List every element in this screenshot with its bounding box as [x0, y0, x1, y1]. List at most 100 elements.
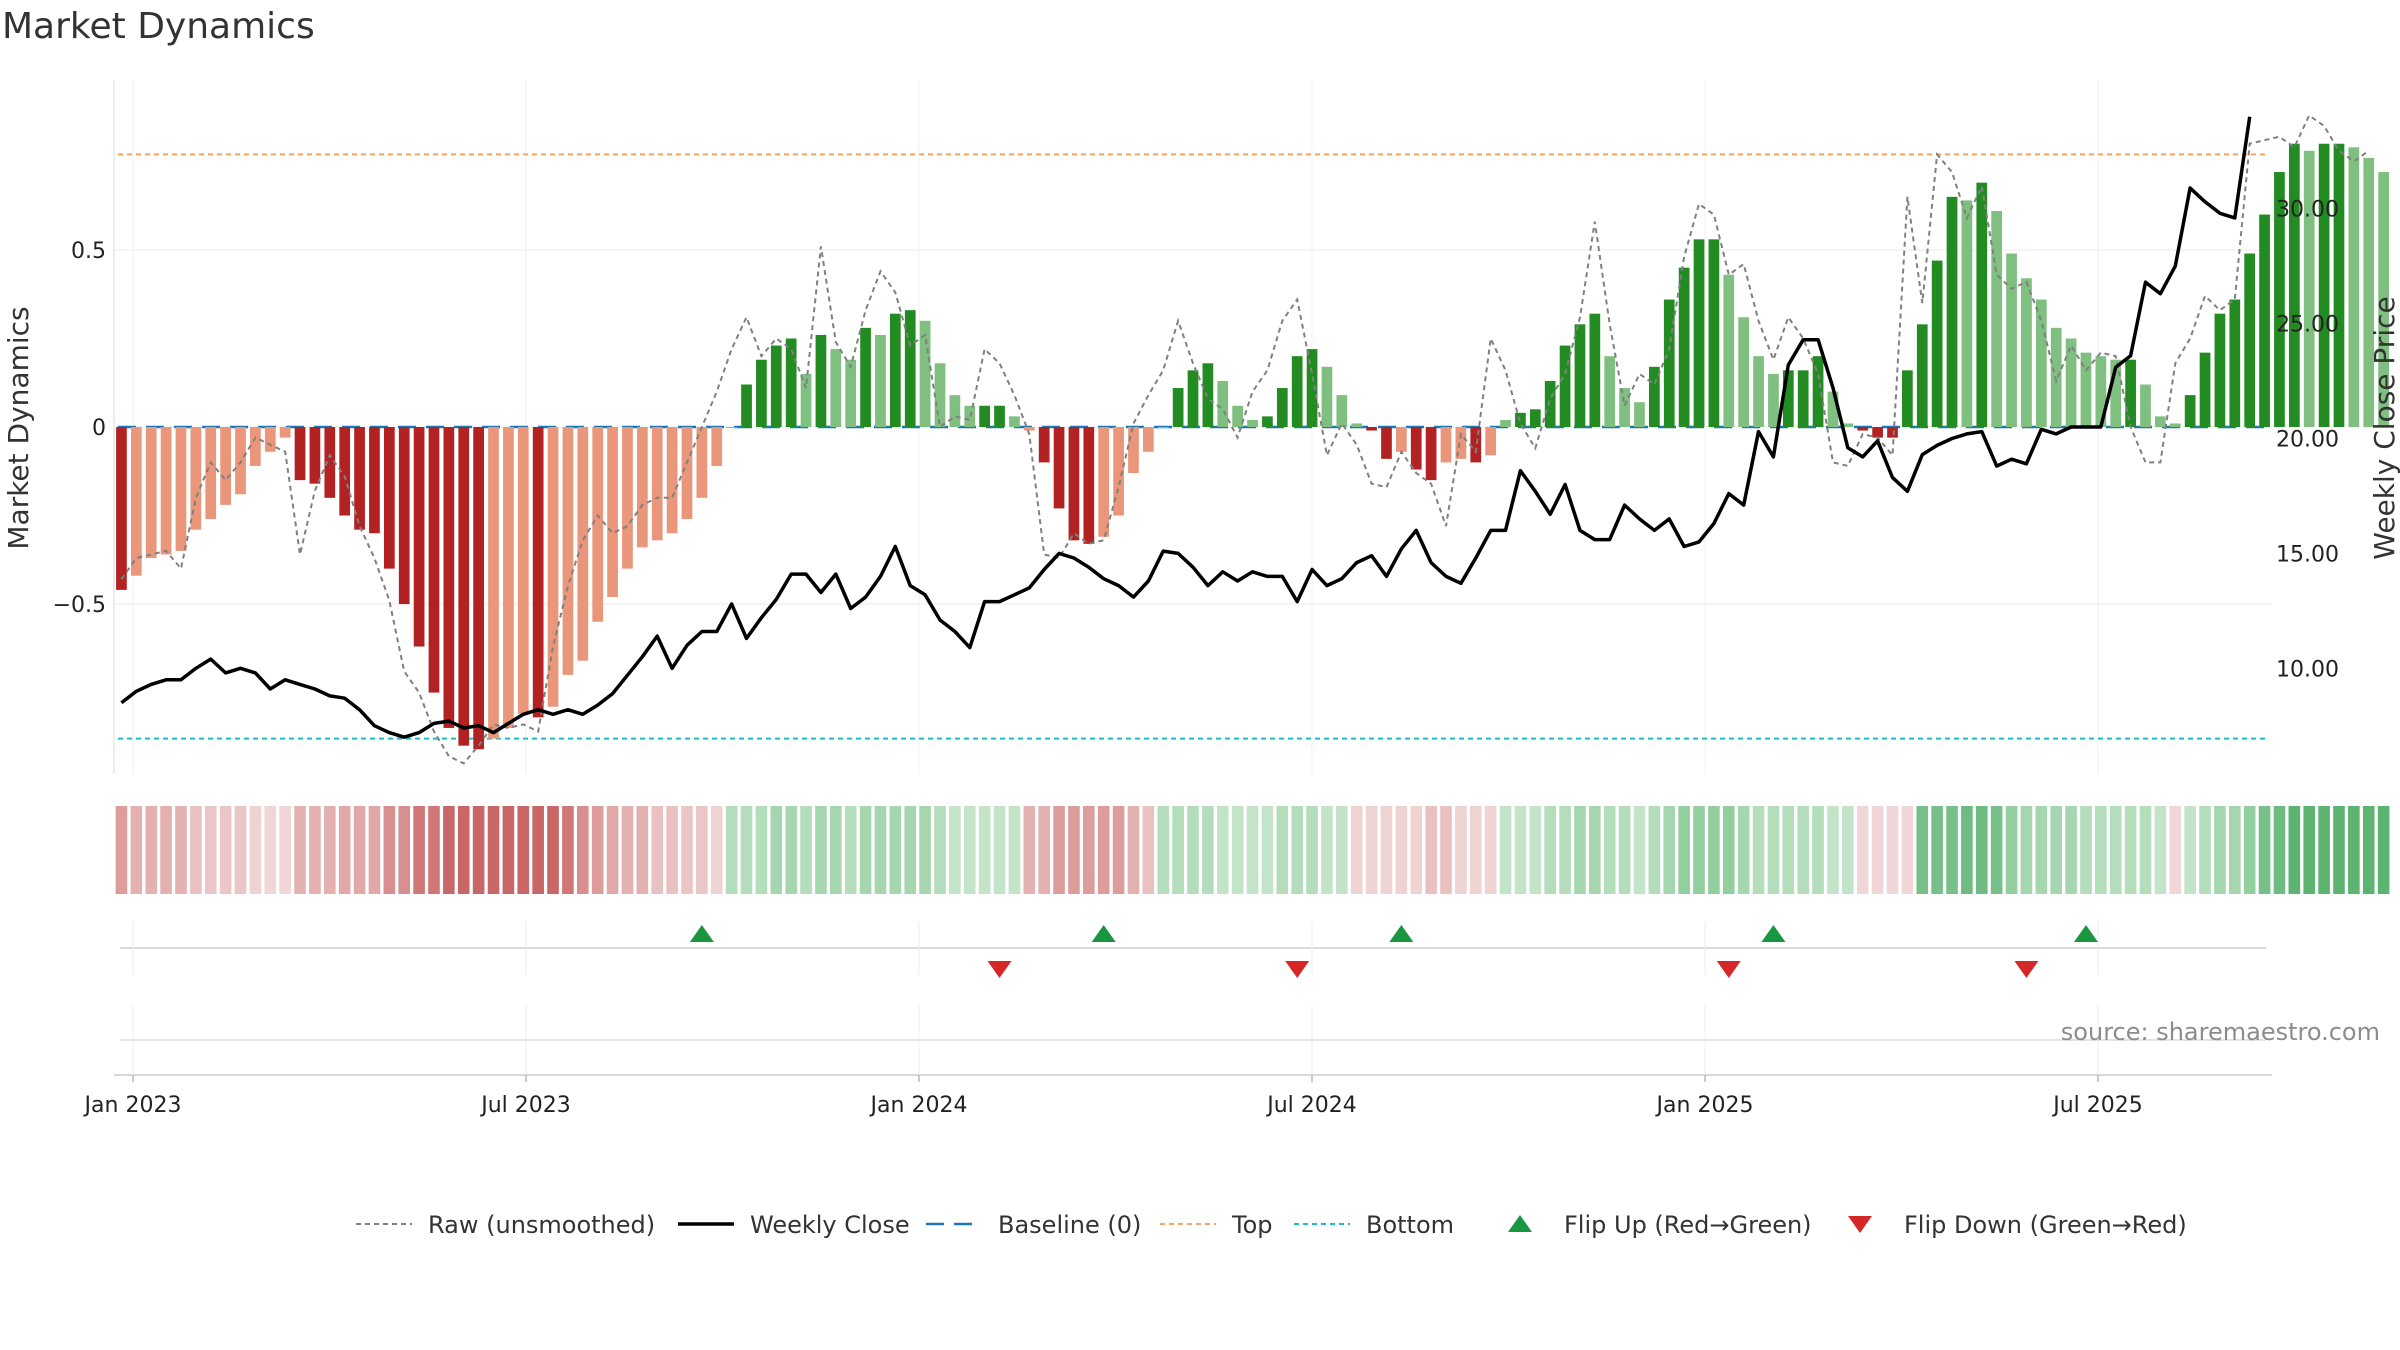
- bar: [1649, 366, 1660, 427]
- strip-cell: [844, 806, 857, 894]
- strip-cell: [2109, 806, 2122, 894]
- bar: [696, 427, 708, 498]
- strip-cell: [696, 806, 708, 894]
- bar: [1678, 267, 1690, 427]
- bar: [160, 427, 172, 555]
- legend: Raw (unsmoothed) Weekly Close Baseline (0)…: [356, 1211, 2187, 1239]
- strip-cell: [1708, 806, 1720, 894]
- bar: [577, 427, 589, 661]
- bar: [1619, 388, 1630, 427]
- bar: [398, 427, 410, 605]
- strip-cell: [2184, 806, 2196, 894]
- strip-cell: [2154, 806, 2167, 894]
- strip-cell: [1916, 806, 1929, 894]
- strip-cell: [562, 806, 574, 894]
- flip-down-marker: [987, 961, 1012, 978]
- bar: [1440, 427, 1452, 463]
- strip-cell: [1767, 806, 1780, 894]
- strip-cell: [621, 806, 634, 894]
- strip-cell: [2214, 806, 2226, 894]
- strip-cell: [1112, 806, 1125, 894]
- bar: [711, 427, 723, 466]
- bar: [1738, 317, 1750, 427]
- strip-cell: [413, 806, 425, 894]
- strip-cell: [1737, 806, 1750, 894]
- bar: [2065, 338, 2077, 427]
- bar: [1797, 370, 1809, 427]
- legend-label: Top: [1231, 1211, 1273, 1239]
- bar: [800, 373, 812, 427]
- strip-cell: [591, 806, 604, 894]
- bar: [919, 320, 931, 427]
- flip-up-marker: [1389, 925, 1414, 942]
- bar: [1842, 423, 1854, 427]
- bar: [1753, 356, 1764, 427]
- bar: [1529, 409, 1541, 427]
- x-tick-label: Jan 2025: [1655, 1093, 1754, 1118]
- bar: [1902, 370, 1913, 427]
- bar: [1321, 366, 1333, 427]
- strip-cell: [457, 806, 470, 894]
- bar: [1247, 419, 1258, 427]
- strip-cell: [2288, 806, 2301, 894]
- strip-cell: [175, 806, 187, 894]
- bar: [488, 427, 499, 739]
- strip-cell: [1306, 806, 1318, 894]
- strip-cell: [309, 806, 321, 894]
- strip-cell: [1514, 806, 1527, 894]
- bar: [1366, 427, 1377, 431]
- strip-cell: [2065, 806, 2077, 894]
- strip-cell: [1990, 806, 2003, 894]
- strip-cell: [2362, 806, 2375, 894]
- bar: [2244, 253, 2256, 427]
- bar: [130, 427, 142, 576]
- bar: [309, 427, 321, 484]
- strip-cell: [1261, 806, 1274, 894]
- strip-cell: [2169, 806, 2182, 894]
- bar: [2110, 359, 2122, 427]
- strip-cell: [2005, 806, 2018, 894]
- legend-label: Flip Up (Red→Green): [1564, 1211, 1812, 1239]
- bar: [2214, 313, 2226, 427]
- strip-cell: [502, 806, 515, 894]
- strip-cell: [264, 806, 277, 894]
- y-axis-label-right: Weekly Close Price: [2368, 296, 2400, 559]
- strip-cell: [2228, 806, 2241, 894]
- strip-cell: [294, 806, 306, 894]
- x-tick-label: Jul 2024: [1265, 1093, 1357, 1118]
- strip-cell: [338, 806, 351, 894]
- bar: [726, 427, 737, 428]
- flip-up-marker: [1091, 925, 1116, 942]
- bar: [532, 427, 544, 718]
- bar: [145, 427, 157, 559]
- bar: [666, 427, 678, 534]
- bar: [1396, 427, 1407, 452]
- bar: [1663, 299, 1675, 427]
- strip-cell: [1410, 806, 1423, 894]
- bar: [175, 427, 187, 551]
- strip-cell: [1797, 806, 1809, 894]
- bar: [324, 427, 336, 498]
- strip-cell: [904, 806, 917, 894]
- bar: [1113, 427, 1124, 516]
- strip-cell: [889, 806, 902, 894]
- strip-cell: [1231, 806, 1244, 894]
- strip-cell: [1365, 806, 1378, 894]
- strip-cell: [1574, 806, 1586, 894]
- bar: [1381, 427, 1392, 459]
- bar: [889, 313, 901, 427]
- bar: [1708, 239, 1720, 427]
- strip-cell: [532, 806, 544, 894]
- bar: [562, 427, 574, 675]
- strip-cell: [1469, 806, 1482, 894]
- bar: [815, 334, 827, 427]
- strip-cell: [1440, 806, 1452, 894]
- legend-swatch-flip-up: [1508, 1215, 1532, 1232]
- strip-cell: [1380, 806, 1393, 894]
- bar: [1723, 274, 1735, 427]
- strip-cell: [1618, 806, 1631, 894]
- bar: [785, 338, 797, 427]
- strip-cell: [2243, 806, 2256, 894]
- strip-cell: [1291, 806, 1303, 894]
- bar: [1827, 391, 1839, 427]
